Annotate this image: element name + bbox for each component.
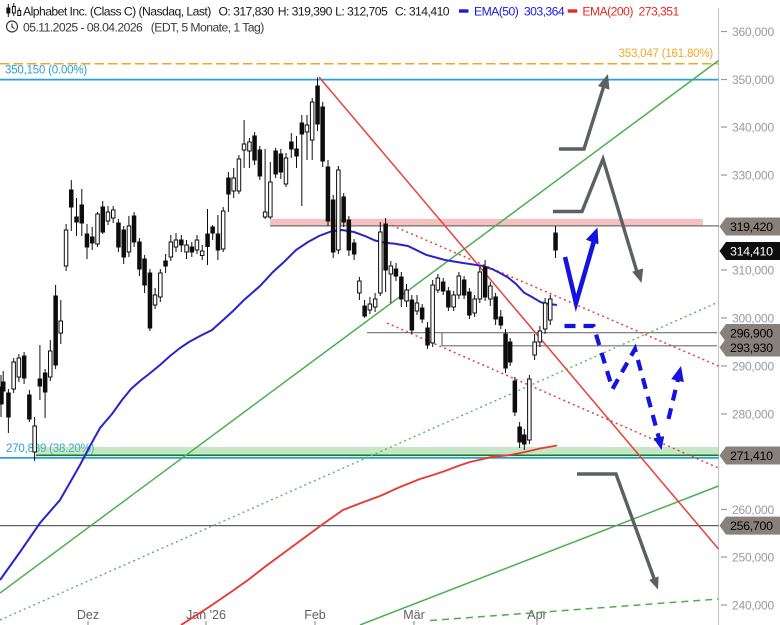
svg-text:271,410: 271,410 <box>730 449 773 463</box>
svg-text:330,000: 330,000 <box>732 169 775 183</box>
svg-text:256,700: 256,700 <box>730 519 773 533</box>
svg-text:280,000: 280,000 <box>732 408 775 422</box>
svg-text:L: 312,705: L: 312,705 <box>335 4 388 18</box>
svg-text:293,930: 293,930 <box>730 341 773 355</box>
svg-text:353,047 (161.80%): 353,047 (161.80%) <box>619 48 714 60</box>
svg-text:350,000: 350,000 <box>732 73 775 87</box>
svg-text:Mär: Mär <box>403 608 425 622</box>
svg-text:Apr: Apr <box>527 608 546 622</box>
svg-text:260,000: 260,000 <box>732 503 775 517</box>
svg-text:250,000: 250,000 <box>732 551 775 565</box>
svg-text:EMA(50) 303,364: EMA(50) 303,364 <box>474 4 565 18</box>
svg-text:340,000: 340,000 <box>732 121 775 135</box>
svg-text:Jan '26: Jan '26 <box>186 608 226 622</box>
svg-text:270,889 (38.20%): 270,889 (38.20%) <box>6 443 95 455</box>
svg-text:Dez: Dez <box>77 608 99 622</box>
svg-text:C: 314,410: C: 314,410 <box>395 4 450 18</box>
svg-text:360,000: 360,000 <box>732 25 775 39</box>
svg-text:319,420: 319,420 <box>730 220 773 234</box>
svg-text:H: 319,390: H: 319,390 <box>278 4 333 18</box>
svg-text:314,410: 314,410 <box>730 245 773 259</box>
svg-text:Alphabet Inc. (Class C) (Nasda: Alphabet Inc. (Class C) (Nasdaq, Last) <box>23 4 211 18</box>
svg-text:290,000: 290,000 <box>732 360 775 374</box>
svg-text:350,150 (0.00%): 350,150 (0.00%) <box>5 65 87 77</box>
svg-text:05.11.2025 - 08.04.2026 (EDT: 05.11.2025 - 08.04.2026 (EDT, 5 Monate, … <box>23 20 264 34</box>
svg-text:310,000: 310,000 <box>732 264 775 278</box>
svg-text:240,000: 240,000 <box>732 599 775 613</box>
svg-text:O: 317,830: O: 317,830 <box>219 4 275 18</box>
svg-text:EMA(200) 273,351: EMA(200) 273,351 <box>582 4 679 18</box>
svg-text:300,000: 300,000 <box>732 312 775 326</box>
svg-text:296,900: 296,900 <box>730 327 773 341</box>
svg-text:Feb: Feb <box>304 608 326 622</box>
